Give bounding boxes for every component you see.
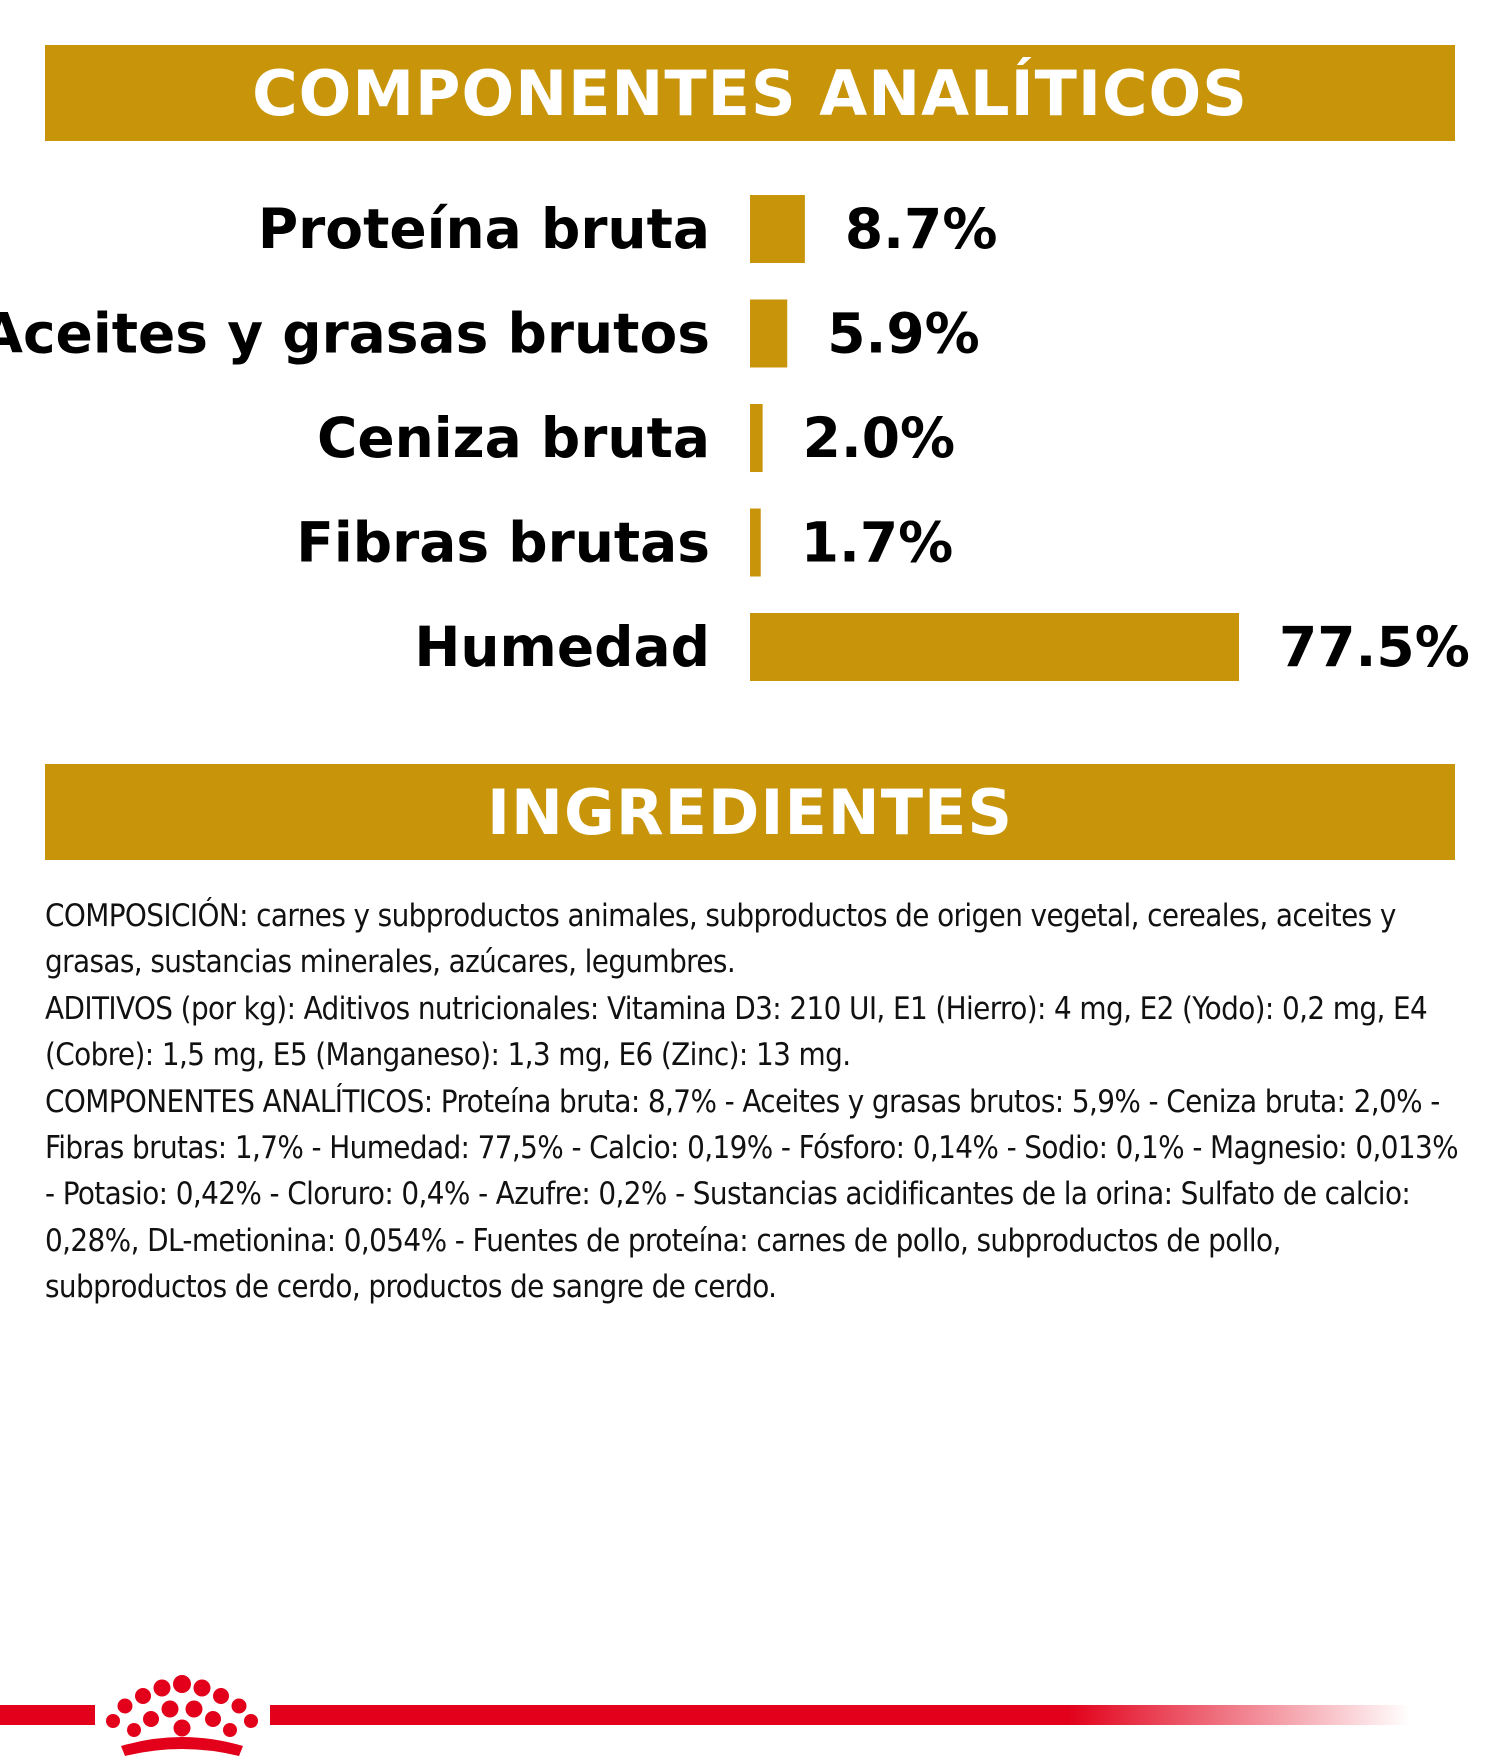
ingredients-composition: COMPOSICIÓN: carnes y subproductos anima… (45, 898, 1396, 981)
bar-value-label: 1.7% (801, 511, 954, 575)
crown-base (121, 1737, 243, 1756)
bar (750, 613, 1239, 681)
bar (750, 299, 788, 368)
bar-value-label: 2.0% (803, 406, 956, 470)
bar-category-label: Fibras brutas (296, 511, 710, 575)
bar (750, 508, 761, 577)
bar-category-label: Ceniza bruta (317, 406, 710, 470)
ingredients-additives: ADITIVOS (por kg): Aditivos nutricionale… (45, 990, 1428, 1074)
components-title: COMPONENTES ANALÍTICOS (252, 56, 1248, 130)
bar-value-label: 5.9% (827, 302, 980, 366)
crown-dots (106, 1675, 258, 1737)
footer-stripe-right (270, 1705, 1410, 1725)
bar-value-label: 8.7% (845, 197, 998, 261)
bar-value-label: 77.5% (1279, 615, 1470, 679)
bar (750, 404, 763, 472)
royal-canin-crown-icon (106, 1675, 258, 1756)
ingredients-header-band: INGREDIENTES (45, 764, 1455, 860)
bar-category-label: Proteína bruta (258, 197, 710, 261)
components-header-band: COMPONENTES ANALÍTICOS (45, 45, 1455, 141)
ingredients-title: INGREDIENTES (486, 775, 1013, 849)
bar (750, 195, 805, 263)
nutrient-bar-chart: Proteína bruta 8.7% Aceites y grasas bruto… (0, 195, 1470, 681)
bar-category-label: Humedad (414, 615, 710, 679)
ingredients-analytical: COMPONENTES ANALÍTICOS: Proteína bruta: … (45, 1083, 1459, 1306)
bar-category-label: Aceites y grasas brutos (0, 302, 710, 366)
ingredients-text: COMPOSICIÓN: carnes y subproductos anima… (45, 893, 1465, 1311)
footer-stripe-left (0, 1705, 95, 1725)
